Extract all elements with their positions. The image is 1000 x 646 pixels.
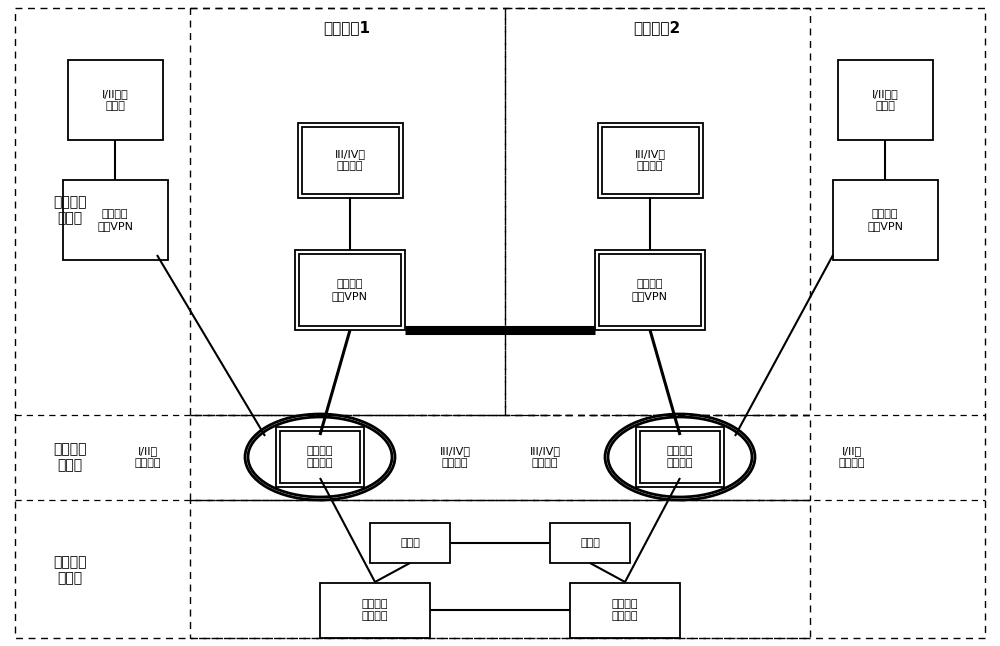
Bar — [302, 127, 398, 194]
Bar — [570, 583, 680, 638]
Text: I/II区
量子密钥: I/II区 量子密钥 — [135, 446, 161, 468]
Bar — [299, 254, 401, 326]
Text: 电力专用
量子VPN: 电力专用 量子VPN — [632, 279, 668, 301]
Bar — [68, 60, 162, 140]
Bar — [640, 431, 720, 483]
Bar — [595, 250, 705, 330]
Text: 业务站点2: 业务站点2 — [633, 21, 681, 36]
Bar — [280, 431, 360, 483]
Bar — [602, 127, 698, 194]
Bar — [832, 180, 938, 260]
Text: 电力专用
量子VPN: 电力专用 量子VPN — [332, 279, 368, 301]
Text: 电力专用
量子VPN: 电力专用 量子VPN — [97, 209, 133, 231]
Text: III/IV区
量子密钥: III/IV区 量子密钥 — [530, 446, 560, 468]
Bar — [276, 427, 364, 487]
Bar — [598, 123, 702, 198]
Text: 量子密钥
分发终端: 量子密钥 分发终端 — [362, 599, 388, 621]
Text: III/IV区
业务终端: III/IV区 业务终端 — [635, 149, 666, 171]
Text: 量子密钥
管控终端: 量子密钥 管控终端 — [667, 446, 693, 468]
Bar — [295, 250, 405, 330]
Text: I/II区业
务终端: I/II区业 务终端 — [102, 89, 128, 111]
Bar — [320, 583, 430, 638]
Text: 量子密钥
分发终端: 量子密钥 分发终端 — [612, 599, 638, 621]
Bar — [550, 523, 630, 563]
Bar — [298, 123, 402, 198]
Bar — [62, 180, 168, 260]
Text: I/II区业
务终端: I/II区业 务终端 — [872, 89, 898, 111]
Text: 交换机: 交换机 — [400, 538, 420, 548]
Bar — [636, 427, 724, 487]
Text: I/II区
量子密钥: I/II区 量子密钥 — [839, 446, 865, 468]
Text: 量子密钥
管控层: 量子密钥 管控层 — [53, 442, 87, 472]
Text: III/IV区
量子密钥: III/IV区 量子密钥 — [440, 446, 471, 468]
Bar — [370, 523, 450, 563]
Text: 电力业务
应用层: 电力业务 应用层 — [53, 195, 87, 225]
Text: 量子密钥
管控终端: 量子密钥 管控终端 — [307, 446, 333, 468]
Text: III/IV区
业务终端: III/IV区 业务终端 — [334, 149, 366, 171]
Bar — [599, 254, 701, 326]
Text: 量子密钥
分发层: 量子密钥 分发层 — [53, 555, 87, 585]
Text: 交换机: 交换机 — [580, 538, 600, 548]
Text: 业务站点1: 业务站点1 — [324, 21, 370, 36]
Bar — [838, 60, 932, 140]
Text: 电力专用
量子VPN: 电力专用 量子VPN — [867, 209, 903, 231]
